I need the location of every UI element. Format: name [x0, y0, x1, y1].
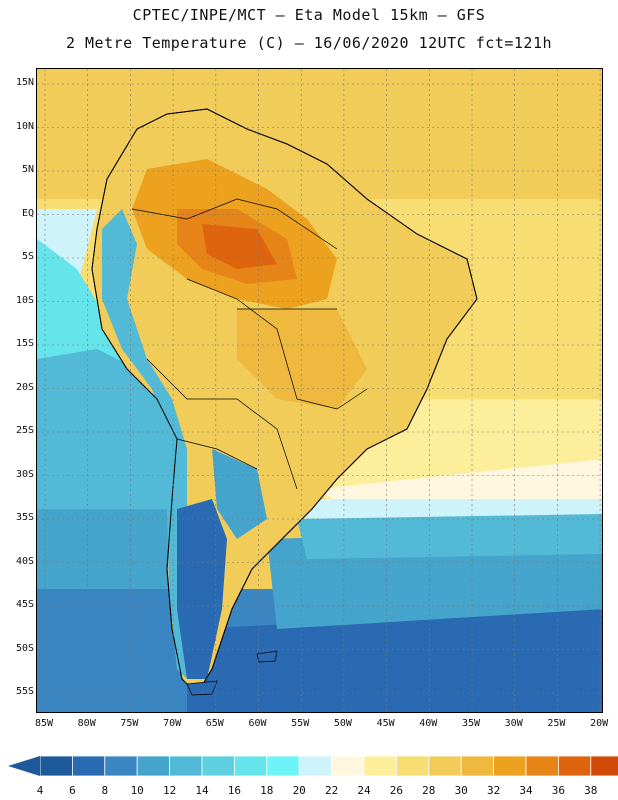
lat-label: 15S: [15, 338, 34, 349]
lat-label: 15N: [15, 77, 34, 88]
lat-label: 40S: [15, 555, 34, 567]
lon-label: 45W: [376, 718, 395, 729]
map-canvas: [37, 69, 602, 712]
colorbar-swatch: [590, 755, 618, 777]
colorbar-swatch: [266, 755, 300, 777]
colorbar-tick-label: 28: [422, 784, 436, 797]
tierra-del-fuego: [186, 680, 218, 696]
field-andes-cool: [102, 209, 197, 679]
colorbar-tick-label: 36: [551, 784, 566, 797]
colorbar-swatch: [493, 755, 527, 777]
field-southern-cold: [187, 609, 602, 712]
colorbar-tick-label: 16: [227, 784, 242, 797]
lon-label: 40W: [419, 718, 438, 729]
lat-label: 10N: [15, 120, 34, 132]
lat-label: 5N: [21, 164, 34, 175]
lat-label: 45S: [15, 599, 34, 610]
lat-label: 10S: [15, 294, 34, 306]
lat-label: 35S: [15, 512, 34, 523]
colorbar-tick-label: 22: [324, 784, 339, 797]
field-patagonia-cold: [177, 499, 227, 679]
lon-label: 20W: [590, 718, 609, 729]
colorbar-tick-label: 10: [130, 784, 144, 797]
colorbar: [8, 755, 618, 777]
colorbar-swatch: [395, 755, 430, 777]
colorbar-swatch: [428, 755, 462, 777]
temperature-map: [36, 68, 603, 713]
colorbar-tick-label: 32: [486, 784, 501, 797]
map-title-line1: CPTEC/INPE/MCT – Eta Model 15km – GFS: [132, 6, 486, 24]
colorbar-swatch: [169, 755, 203, 777]
colorbar-swatch: [72, 755, 106, 777]
colorbar-tick-label: 20: [292, 784, 306, 797]
colorbar-tick-label: 4: [36, 784, 44, 797]
colorbar-swatch: [136, 755, 170, 777]
colorbar-tick-label: 18: [260, 784, 274, 797]
lat-label: 25S: [15, 425, 34, 436]
lon-label: 70W: [163, 718, 182, 729]
lon-label: 65W: [205, 718, 224, 729]
lon-label: 30W: [504, 718, 523, 729]
lon-label: 80W: [77, 718, 96, 729]
lon-label: 85W: [34, 718, 54, 729]
map-title-line2: 2 Metre Temperature (C) – 16/06/2020 12U…: [65, 34, 553, 52]
lon-label: 25W: [547, 718, 566, 729]
colorbar-tick-label: 12: [162, 784, 177, 797]
lat-label: 5S: [21, 251, 34, 262]
colorbar-tick-label: 24: [357, 784, 371, 797]
lat-label: 50S: [15, 642, 34, 654]
colorbar-swatch: [460, 755, 495, 777]
field-central-warm: [237, 309, 367, 409]
lat-label: 20S: [15, 381, 34, 393]
field-south-atlantic-warm: [297, 514, 602, 559]
colorbar-tick-label: 38: [584, 784, 598, 797]
coastline: [91, 108, 478, 695]
colorbar-tick-label: 14: [195, 784, 209, 797]
colorbar-min-arrow: [8, 756, 40, 776]
lon-label: 60W: [248, 718, 267, 729]
lon-label: 55W: [291, 718, 310, 729]
colorbar-tick-label: 26: [389, 784, 404, 797]
country-borders: [131, 198, 368, 490]
lat-label: 55S: [15, 686, 34, 697]
colorbar-swatch: [39, 755, 73, 777]
colorbar-tick-label: 6: [69, 784, 76, 797]
colorbar-swatch: [201, 755, 235, 777]
lon-label: 50W: [333, 718, 352, 729]
lon-label: 35W: [461, 718, 481, 729]
colorbar-tick-label: 30: [454, 784, 468, 797]
colorbar-swatch: [298, 755, 333, 777]
lat-label: EQ: [21, 207, 34, 219]
lon-label: 75W: [120, 718, 139, 729]
colorbar-swatch: [525, 755, 559, 777]
colorbar-tick-label: 34: [519, 784, 533, 797]
colorbar-swatch: [558, 755, 592, 777]
colorbar-swatch: [104, 755, 138, 777]
colorbar-swatch: [363, 755, 397, 777]
field-pampas-cool: [212, 449, 267, 539]
colorbar-swatch: [233, 755, 268, 777]
lat-label: 30S: [15, 468, 34, 480]
colorbar-tick-label: 8: [101, 784, 109, 797]
colorbar-swatch: [331, 755, 365, 777]
